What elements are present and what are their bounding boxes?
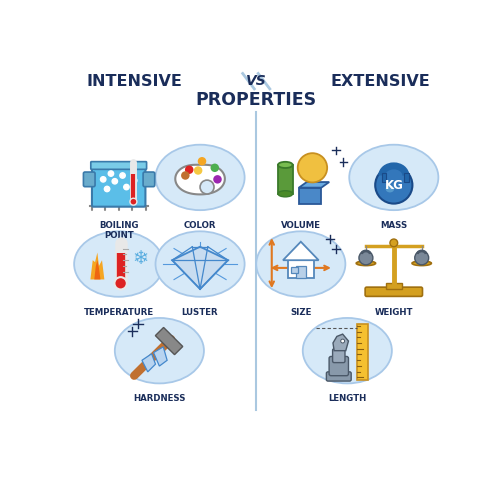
Polygon shape [94, 260, 100, 280]
Text: BOILING
POINT: BOILING POINT [99, 221, 138, 240]
Bar [382, 173, 386, 182]
Circle shape [100, 176, 106, 182]
Circle shape [390, 239, 398, 246]
Ellipse shape [256, 232, 346, 297]
Circle shape [414, 251, 428, 265]
Text: KG: KG [384, 178, 403, 192]
Circle shape [340, 339, 344, 343]
Circle shape [114, 277, 127, 289]
Text: PROPERTIES: PROPERTIES [196, 92, 317, 110]
Polygon shape [333, 334, 348, 350]
Circle shape [104, 186, 110, 192]
Circle shape [213, 175, 222, 184]
Circle shape [124, 184, 129, 190]
Ellipse shape [356, 261, 376, 266]
Bar [357, 324, 368, 380]
Bar [290, 266, 298, 273]
Ellipse shape [278, 162, 292, 168]
Circle shape [375, 166, 412, 203]
Text: EXTENSIVE: EXTENSIVE [330, 74, 430, 88]
Circle shape [200, 180, 214, 194]
Polygon shape [100, 200, 106, 206]
Ellipse shape [156, 232, 244, 297]
Text: HARDNESS: HARDNESS [133, 394, 186, 403]
FancyBboxPatch shape [332, 349, 345, 362]
Text: VS: VS [246, 74, 266, 88]
Circle shape [132, 178, 137, 183]
Polygon shape [299, 182, 329, 188]
Polygon shape [283, 242, 318, 260]
Bar [386, 284, 402, 289]
Polygon shape [156, 328, 183, 354]
Ellipse shape [156, 144, 244, 210]
Polygon shape [90, 252, 104, 280]
Polygon shape [154, 347, 167, 366]
Polygon shape [129, 197, 136, 206]
Circle shape [120, 173, 126, 178]
Circle shape [359, 251, 373, 265]
Ellipse shape [386, 186, 394, 192]
FancyBboxPatch shape [329, 356, 348, 376]
Bar [288, 260, 314, 278]
Ellipse shape [349, 144, 438, 210]
Bar [278, 165, 292, 194]
Circle shape [194, 166, 202, 174]
Text: COLOR: COLOR [184, 221, 216, 230]
Circle shape [298, 153, 327, 182]
FancyBboxPatch shape [365, 287, 422, 296]
FancyBboxPatch shape [91, 162, 146, 170]
Polygon shape [142, 354, 156, 372]
Text: VOLUME: VOLUME [281, 221, 321, 230]
Circle shape [130, 198, 137, 205]
Polygon shape [110, 197, 116, 206]
Polygon shape [137, 200, 143, 206]
Ellipse shape [115, 318, 204, 384]
Bar [404, 173, 409, 182]
FancyBboxPatch shape [326, 372, 351, 381]
Circle shape [185, 166, 194, 174]
Text: LUSTER: LUSTER [182, 308, 218, 316]
Text: MASS: MASS [380, 221, 407, 230]
Text: TEMPERATURE: TEMPERATURE [84, 308, 154, 316]
Bar [299, 188, 322, 204]
Circle shape [181, 172, 190, 179]
Ellipse shape [74, 232, 163, 297]
Circle shape [198, 157, 206, 166]
FancyBboxPatch shape [143, 172, 154, 186]
Polygon shape [172, 246, 228, 289]
Circle shape [210, 164, 219, 172]
FancyBboxPatch shape [84, 172, 95, 186]
Polygon shape [120, 200, 126, 206]
Polygon shape [176, 165, 225, 194]
Text: ❄: ❄ [132, 249, 148, 268]
Circle shape [112, 178, 117, 184]
Text: INTENSIVE: INTENSIVE [86, 74, 182, 88]
Text: WEIGHT: WEIGHT [374, 308, 413, 316]
Ellipse shape [412, 261, 432, 266]
FancyBboxPatch shape [92, 166, 146, 206]
Text: SIZE: SIZE [290, 308, 312, 316]
Circle shape [108, 171, 114, 176]
Ellipse shape [303, 318, 392, 384]
Ellipse shape [278, 190, 292, 197]
Text: LENGTH: LENGTH [328, 394, 366, 403]
Bar [296, 266, 306, 278]
